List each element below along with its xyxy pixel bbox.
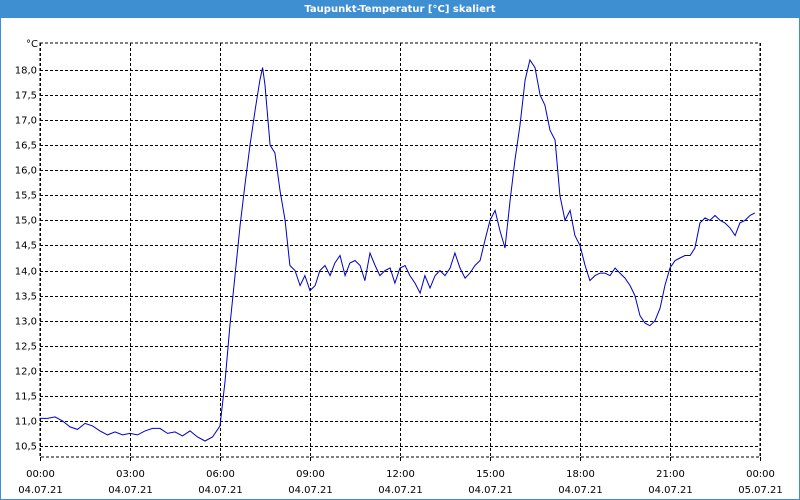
y-tick-label: 13,5 xyxy=(15,292,37,303)
title-bar xyxy=(0,0,800,18)
y-tick-label: 14,5 xyxy=(15,241,37,252)
data-line xyxy=(40,58,756,442)
x-tick-label: 21:00 xyxy=(656,469,685,480)
y-tick-label: 15,0 xyxy=(15,216,37,227)
y-tick-label: 12,0 xyxy=(15,367,37,378)
x-tick-date: 04.07.21 xyxy=(198,485,243,496)
x-tick-label: 15:00 xyxy=(476,469,505,480)
y-tick-label: 13,0 xyxy=(15,317,37,328)
x-tick-date: 05.07.21 xyxy=(738,485,783,496)
y-tick-label: 17,5 xyxy=(15,91,37,102)
x-tick-label: 03:00 xyxy=(116,469,145,480)
y-tick-label: 15,5 xyxy=(15,191,37,202)
x-tick-label: 09:00 xyxy=(296,469,325,480)
x-tick-date: 04.07.21 xyxy=(558,485,603,496)
y-unit: °C xyxy=(26,39,38,50)
y-tick-label: 17,0 xyxy=(15,116,37,127)
x-tick-label: 18:00 xyxy=(566,469,595,480)
x-tick-date: 04.07.21 xyxy=(378,485,423,496)
x-tick-date: 04.07.21 xyxy=(468,485,513,496)
y-tick-label: 11,5 xyxy=(15,392,37,403)
y-tick-label: 16,5 xyxy=(15,141,37,152)
x-tick-label: 00:00 xyxy=(26,469,55,480)
y-tick-label: 16,0 xyxy=(15,166,37,177)
x-tick-date: 04.07.21 xyxy=(288,485,333,496)
x-tick-date: 04.07.21 xyxy=(108,485,153,496)
y-tick-label: 12,5 xyxy=(15,342,37,353)
x-tick-label: 12:00 xyxy=(386,469,415,480)
x-tick-label: 00:00 xyxy=(746,469,775,480)
chart-title: Taupunkt-Temperatur [°C] skaliert xyxy=(304,4,495,15)
y-tick-label: 18,0 xyxy=(15,66,37,77)
x-tick-date: 04.07.21 xyxy=(648,485,693,496)
y-tick-label: 10,5 xyxy=(15,442,37,453)
x-tick-label: 06:00 xyxy=(206,469,235,480)
y-tick-label: 11,0 xyxy=(15,417,37,428)
x-tick-date: 04.07.21 xyxy=(18,485,63,496)
y-tick-label: 14,0 xyxy=(15,267,37,278)
